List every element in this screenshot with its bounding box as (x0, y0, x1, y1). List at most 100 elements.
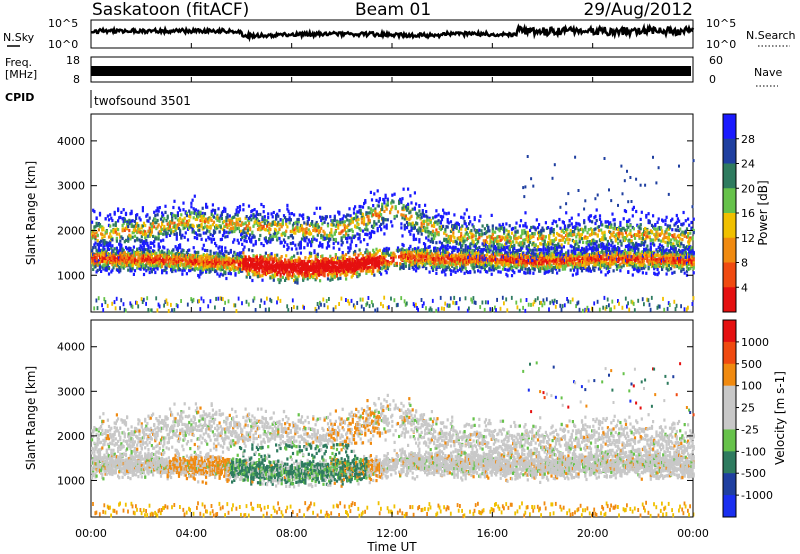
range-cell (326, 277, 330, 281)
range-cell (277, 220, 280, 224)
range-cell (235, 309, 238, 313)
range-cell (323, 236, 326, 240)
range-cell (302, 304, 304, 309)
freq-label-line1: Freq. (5, 56, 32, 69)
range-cell (444, 301, 447, 306)
range-cell (215, 216, 218, 220)
frequency-band (91, 66, 691, 76)
range-cell (264, 307, 267, 312)
range-cell (101, 236, 104, 240)
range-cell (384, 254, 387, 258)
range-cell (285, 222, 288, 226)
range-cell (157, 209, 160, 213)
range-cell (155, 266, 158, 270)
range-cell (157, 242, 160, 246)
range-cell (203, 225, 207, 229)
range-cell (323, 264, 326, 268)
range-cell (175, 251, 178, 256)
range-cell (430, 224, 433, 228)
range-cell (139, 259, 142, 263)
range-cell (316, 223, 319, 227)
range-cell (374, 207, 377, 211)
range-cell (390, 207, 393, 211)
range-cell (375, 260, 378, 264)
range-cell (345, 230, 348, 234)
range-cell (442, 208, 445, 212)
range-cell (122, 302, 125, 307)
range-cell (228, 261, 231, 265)
range-cell (156, 225, 159, 229)
range-cell (115, 268, 118, 272)
range-cell (229, 272, 232, 276)
range-cell (296, 258, 299, 262)
range-cell (254, 271, 257, 276)
range-cell (159, 217, 163, 221)
range-cell (112, 229, 115, 233)
range-cell (427, 229, 430, 234)
range-cell (360, 257, 363, 261)
range-cell (463, 271, 466, 275)
range-cell (284, 231, 287, 235)
range-cell (408, 247, 411, 251)
range-cell (296, 269, 299, 273)
range-cell (275, 269, 278, 273)
range-cell (355, 244, 358, 248)
range-cell (212, 215, 216, 219)
range-cell (277, 214, 280, 218)
range-cell (267, 212, 270, 216)
range-cell (209, 232, 212, 237)
range-cell (105, 251, 108, 255)
range-cell (168, 224, 172, 228)
range-cell (322, 297, 325, 302)
range-cell (472, 234, 475, 238)
range-cell (367, 221, 370, 225)
range-cell (241, 255, 244, 259)
range-cell (451, 264, 454, 268)
range-cell (119, 306, 121, 311)
range-cell (325, 299, 328, 303)
range-cell (105, 241, 108, 245)
range-cell (129, 248, 132, 252)
range-cell (464, 222, 467, 226)
range-cell (120, 256, 123, 260)
range-cell (98, 211, 102, 215)
range-cell (293, 273, 296, 277)
range-cell (335, 265, 339, 269)
range-cell (192, 246, 195, 250)
range-cell (271, 237, 274, 241)
range-cell (285, 254, 288, 258)
range-cell (348, 228, 351, 232)
range-cell (256, 218, 260, 222)
range-cell (206, 265, 209, 269)
range-cell (453, 259, 456, 263)
range-cell (478, 232, 481, 236)
range-cell (219, 268, 222, 272)
range-cell (386, 199, 389, 203)
range-cell (186, 261, 190, 265)
range-cell (109, 224, 112, 228)
range-cell (477, 237, 480, 241)
range-cell (155, 220, 158, 225)
range-cell (225, 230, 228, 234)
range-cell (139, 244, 142, 248)
range-cell (234, 225, 237, 229)
range-cell (194, 212, 197, 216)
range-cell (338, 212, 341, 216)
range-cell (471, 249, 474, 253)
range-cell (166, 301, 169, 306)
range-cell (209, 249, 212, 253)
range-cell (473, 260, 476, 265)
range-cell (269, 227, 272, 232)
range-cell (347, 267, 350, 271)
range-cell (313, 237, 316, 241)
range-cell (422, 214, 426, 218)
range-cell (383, 250, 386, 254)
range-cell (321, 243, 324, 247)
range-cell (316, 302, 319, 306)
range-cell (263, 221, 266, 226)
range-cell (153, 244, 156, 248)
range-cell (293, 231, 296, 235)
range-cell (245, 299, 248, 304)
range-cell (277, 258, 280, 263)
range-cell (225, 222, 228, 226)
